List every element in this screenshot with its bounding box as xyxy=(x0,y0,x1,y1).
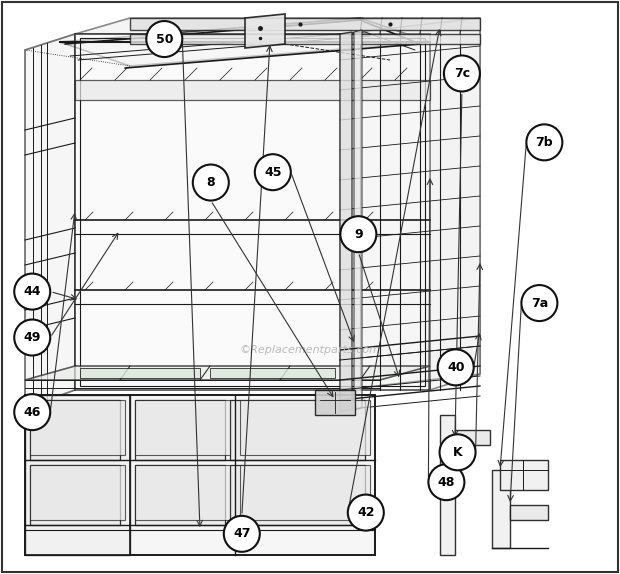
Circle shape xyxy=(146,21,182,57)
Polygon shape xyxy=(492,470,510,548)
Circle shape xyxy=(14,394,50,430)
Polygon shape xyxy=(135,465,225,525)
Circle shape xyxy=(14,274,50,309)
Polygon shape xyxy=(30,400,125,455)
Polygon shape xyxy=(510,505,548,520)
Text: 7a: 7a xyxy=(531,297,548,309)
Text: 50: 50 xyxy=(156,33,173,45)
Polygon shape xyxy=(455,430,490,445)
Polygon shape xyxy=(25,395,375,555)
Circle shape xyxy=(521,285,557,321)
Polygon shape xyxy=(210,368,335,378)
Text: 47: 47 xyxy=(233,528,250,540)
Text: 48: 48 xyxy=(438,476,455,488)
Circle shape xyxy=(444,56,480,91)
Polygon shape xyxy=(340,18,480,390)
Polygon shape xyxy=(130,18,480,30)
Text: 44: 44 xyxy=(24,285,41,298)
Polygon shape xyxy=(30,400,120,460)
Text: 49: 49 xyxy=(24,331,41,344)
Circle shape xyxy=(440,435,476,470)
Text: 8: 8 xyxy=(206,176,215,189)
Polygon shape xyxy=(25,34,75,408)
Text: 46: 46 xyxy=(24,406,41,418)
Circle shape xyxy=(526,125,562,160)
Polygon shape xyxy=(315,390,355,415)
Polygon shape xyxy=(80,368,200,378)
Text: 9: 9 xyxy=(354,228,363,241)
Circle shape xyxy=(255,154,291,190)
Text: K: K xyxy=(453,446,463,459)
Text: ©Replacementparts.com: ©Replacementparts.com xyxy=(239,345,381,355)
Polygon shape xyxy=(440,415,455,555)
Polygon shape xyxy=(340,32,352,412)
Polygon shape xyxy=(135,465,230,520)
Polygon shape xyxy=(75,80,430,100)
Polygon shape xyxy=(30,465,125,520)
Polygon shape xyxy=(75,34,430,390)
Polygon shape xyxy=(25,366,430,380)
Circle shape xyxy=(348,495,384,530)
Polygon shape xyxy=(240,400,370,455)
Polygon shape xyxy=(60,18,430,66)
Circle shape xyxy=(224,516,260,552)
Circle shape xyxy=(428,464,464,500)
Polygon shape xyxy=(245,14,285,48)
Circle shape xyxy=(14,320,50,355)
Polygon shape xyxy=(240,465,370,520)
Polygon shape xyxy=(230,400,365,460)
Polygon shape xyxy=(135,400,230,455)
Text: 42: 42 xyxy=(357,506,374,519)
Circle shape xyxy=(193,165,229,200)
Text: 7b: 7b xyxy=(536,136,553,149)
Circle shape xyxy=(340,216,376,252)
Polygon shape xyxy=(230,465,365,525)
Polygon shape xyxy=(354,30,362,410)
Circle shape xyxy=(438,350,474,385)
Polygon shape xyxy=(25,395,130,555)
Text: 40: 40 xyxy=(447,361,464,374)
Polygon shape xyxy=(135,400,225,460)
Text: 7c: 7c xyxy=(454,67,470,80)
Polygon shape xyxy=(130,34,480,44)
Polygon shape xyxy=(75,18,480,390)
Polygon shape xyxy=(30,465,120,525)
Polygon shape xyxy=(500,460,548,490)
Text: 45: 45 xyxy=(264,166,281,179)
